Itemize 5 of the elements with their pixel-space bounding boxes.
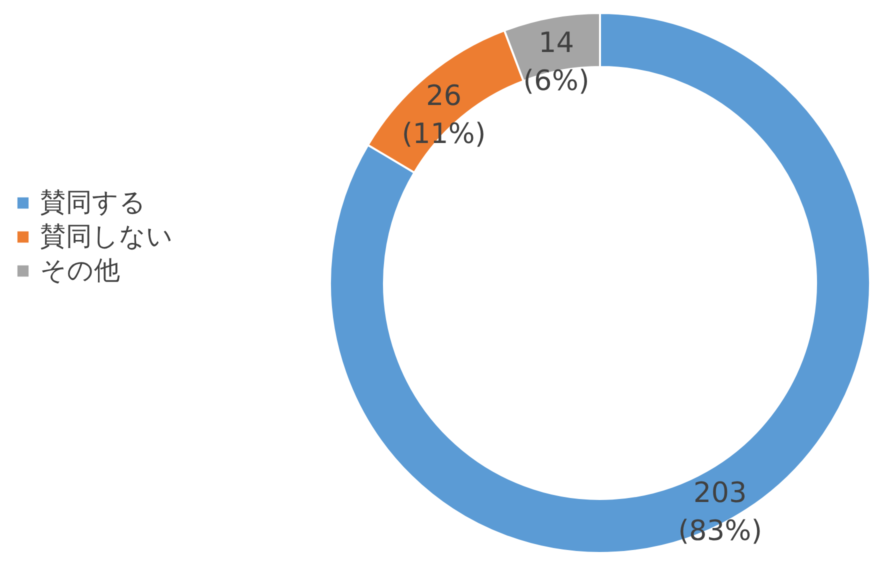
- donut-slice: [329, 12, 871, 554]
- legend-label: その他: [40, 256, 120, 286]
- data-label: 14 (6%): [523, 26, 590, 97]
- legend-label: 賛同する: [40, 188, 146, 218]
- legend-label: 賛同しない: [40, 222, 173, 252]
